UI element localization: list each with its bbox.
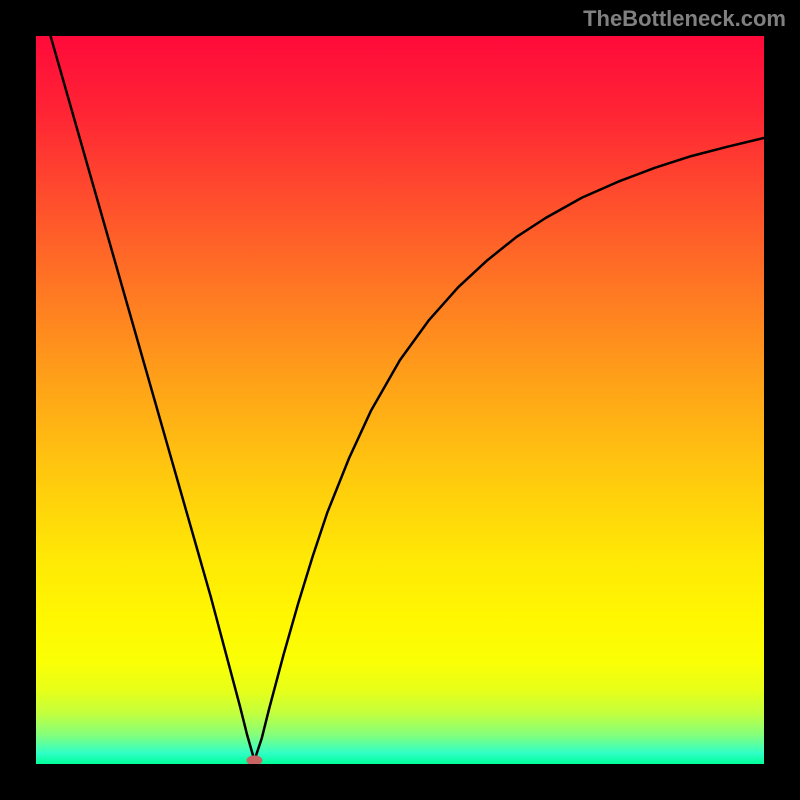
chart-container: TheBottleneck.com — [0, 0, 800, 800]
gradient-background — [36, 36, 764, 764]
watermark-text: TheBottleneck.com — [583, 6, 786, 32]
plot-area — [36, 36, 764, 764]
plot-svg — [36, 36, 764, 764]
